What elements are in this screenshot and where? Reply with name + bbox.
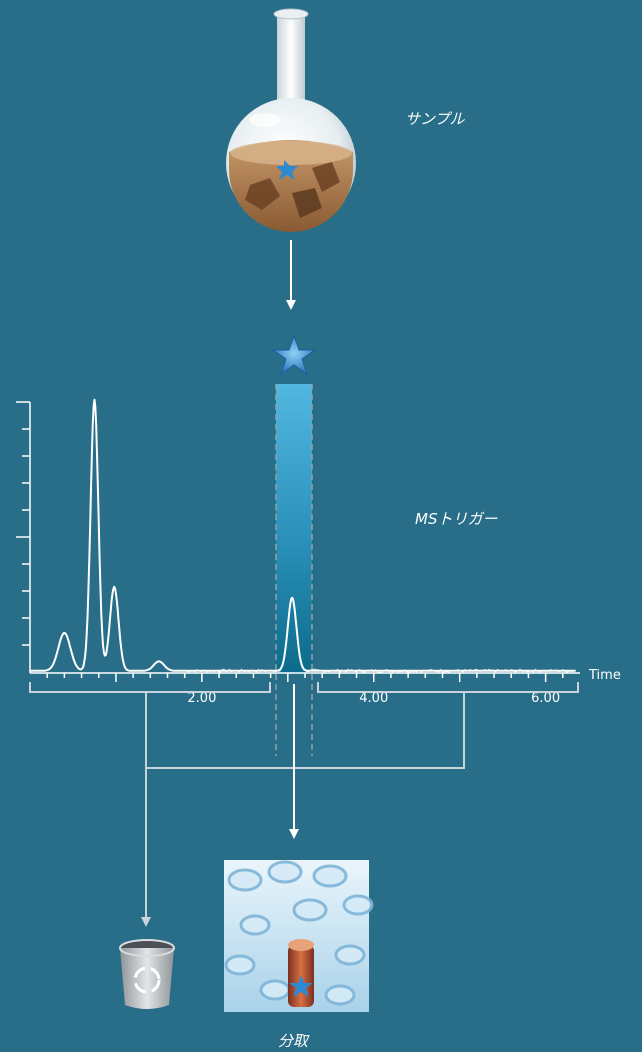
baseline-noise [184,598,575,674]
x-tick-label: 6.00 [531,691,560,706]
x-tick-label: 4.00 [359,691,388,706]
test-tubes-icon [224,860,374,1012]
x-axis-label: Time [588,668,621,683]
trash-icon [119,939,175,1009]
x-tick-label: 2.00 [187,691,216,706]
trigger-band [276,384,312,674]
star-icon [271,334,317,376]
y-axis [16,401,31,673]
waste-bracket [29,682,579,769]
fraction-label: 分取 [278,1032,310,1050]
flask-icon [226,8,356,232]
x-axis-tick-labels: 2.00 4.00 6.00 [187,691,560,706]
trigger-label: MSトリガー [415,510,498,528]
x-axis-ticks [46,673,564,682]
sample-label: サンプル [405,110,466,128]
